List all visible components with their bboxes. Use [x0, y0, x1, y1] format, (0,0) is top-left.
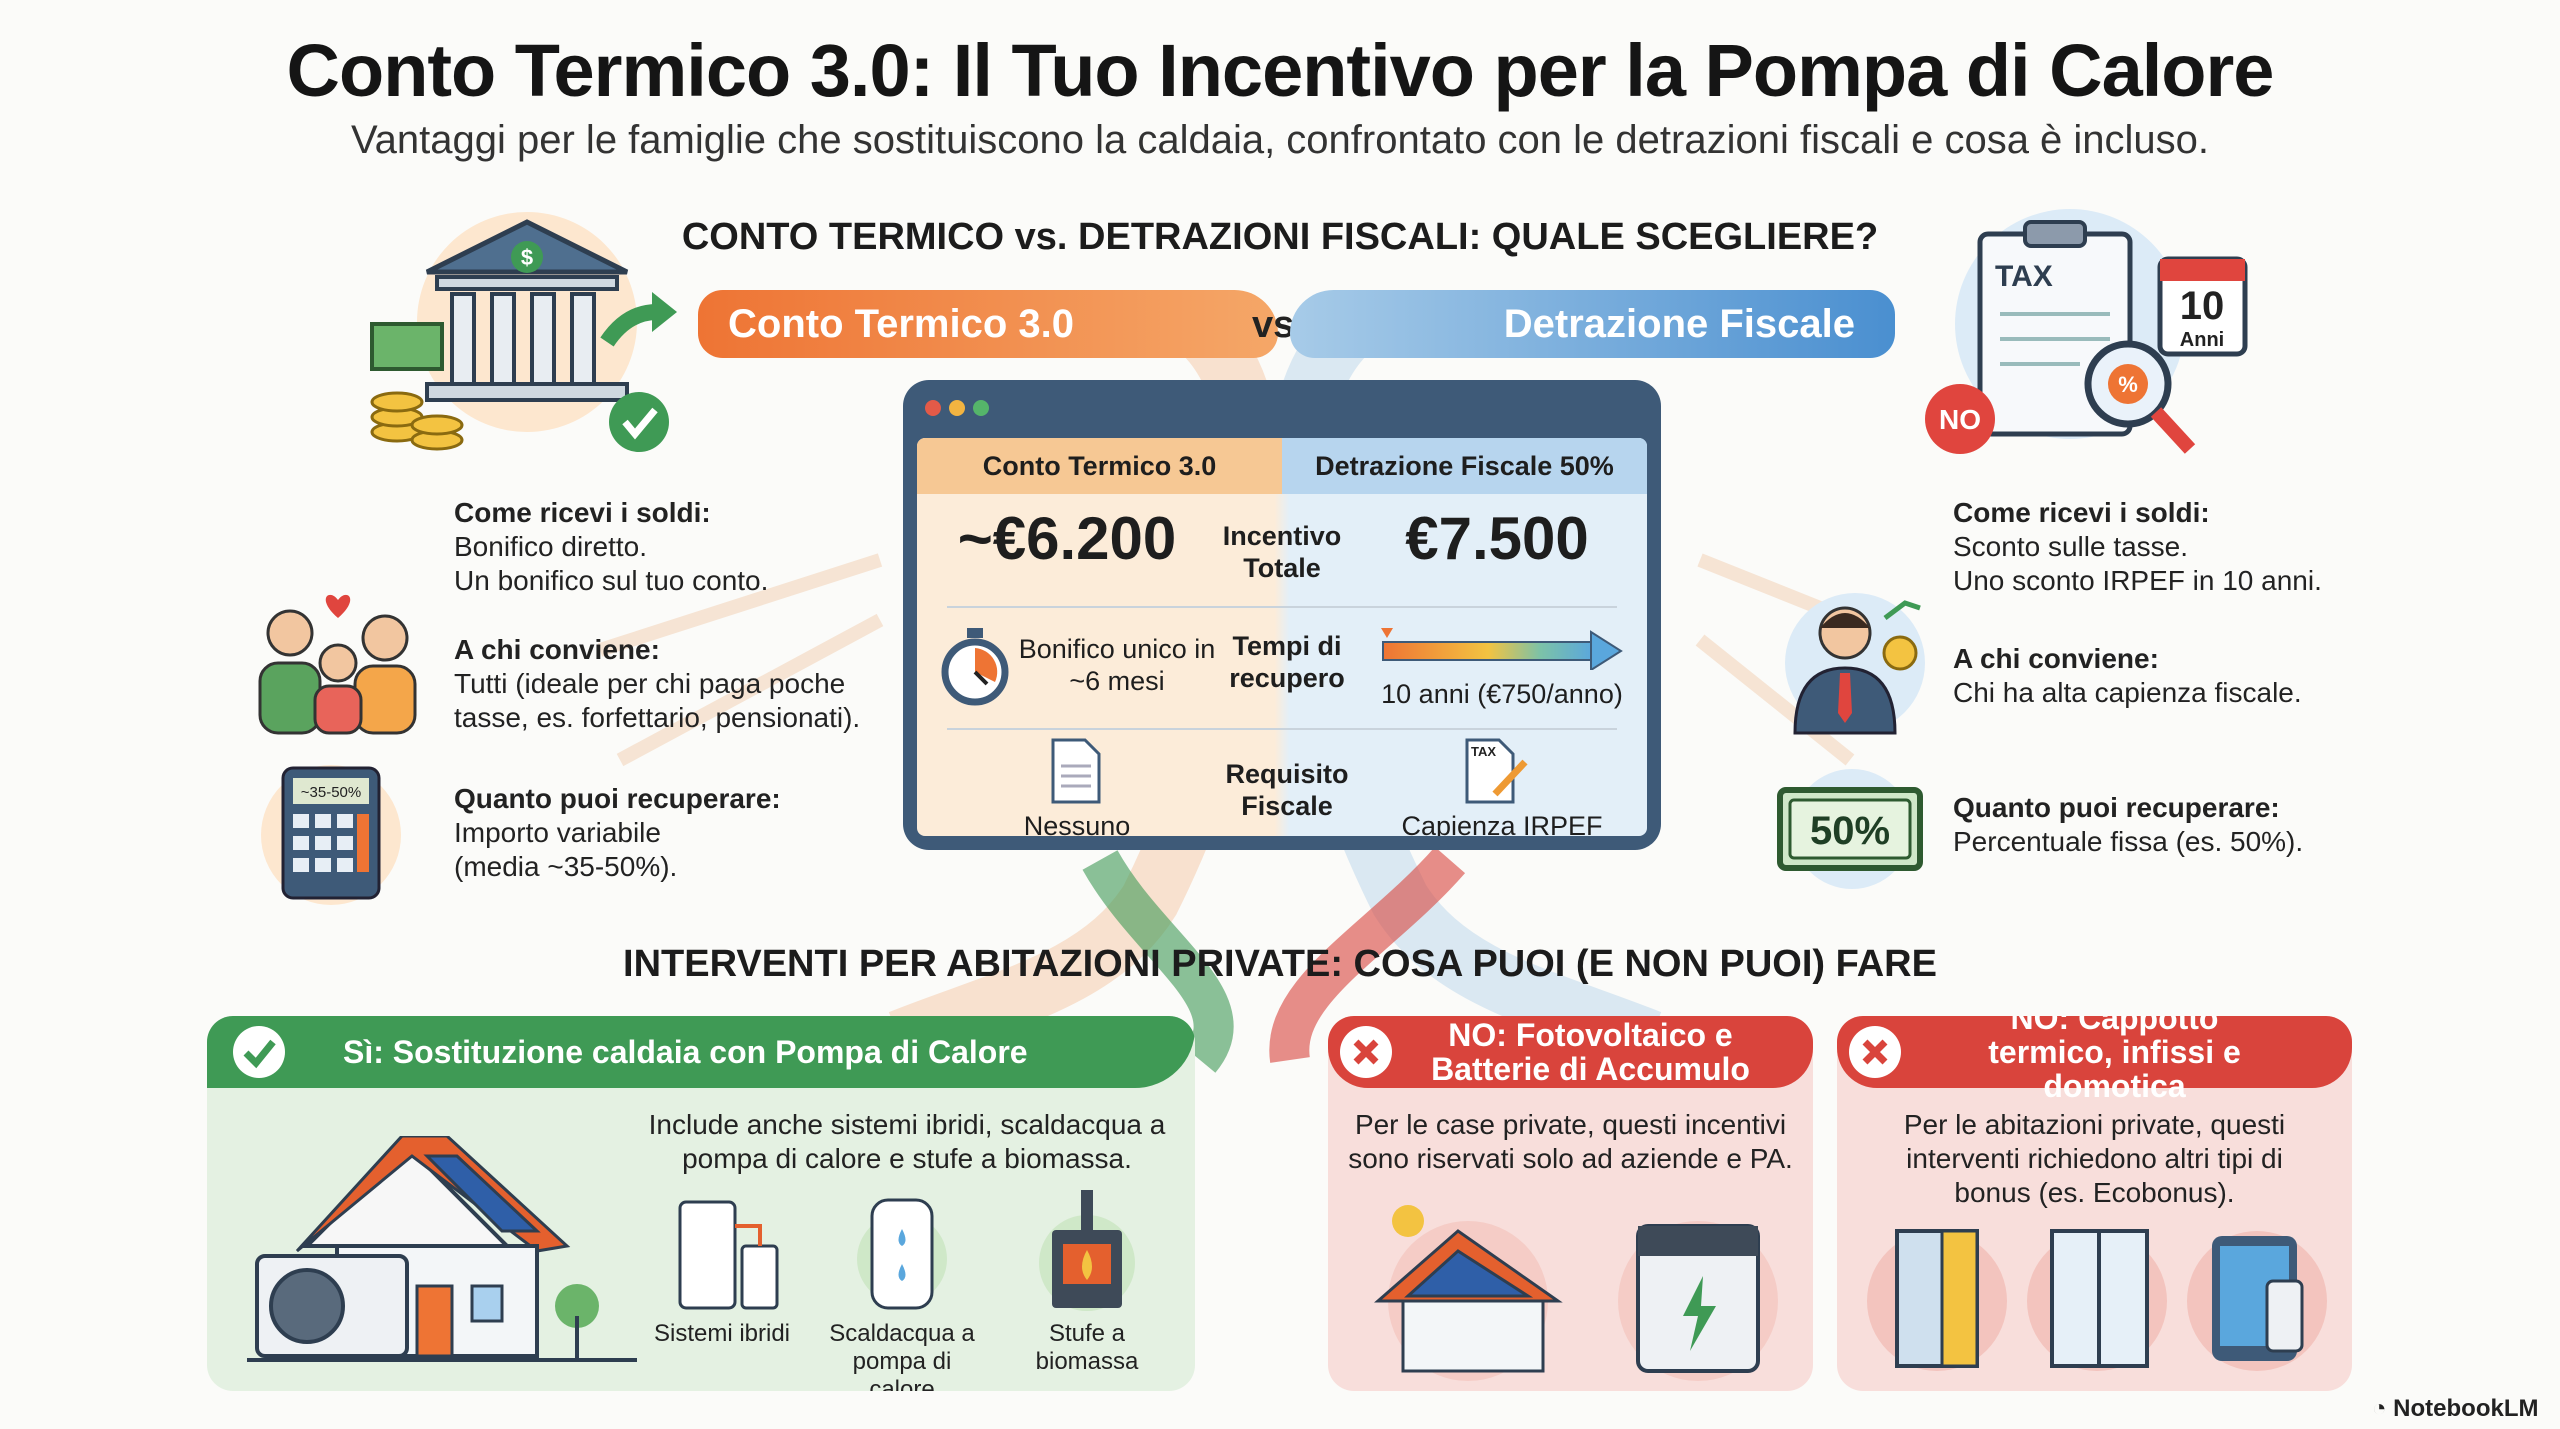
- incentive-right-value: €7.500: [1405, 505, 1589, 572]
- window-dot-green: [973, 400, 989, 416]
- interventions-heading: INTERVENTI PER ABITAZIONI PRIVATE: COSA …: [623, 943, 1937, 985]
- incentive-left-value: ~€6.200: [957, 505, 1177, 572]
- water-heater-icon: [857, 1198, 947, 1310]
- calculator-icon: ~35-50%: [261, 765, 401, 905]
- hybrid-system-icon: [678, 1200, 779, 1310]
- item-hybrid-label: Sistemi ibridi: [653, 1320, 791, 1347]
- timeline-arrow-icon: [1381, 628, 1623, 670]
- page-subtitle: Vantaggi per le famiglie che sostituisco…: [350, 118, 2210, 162]
- comparison-table: Conto Termico 3.0 Detrazione Fiscale 50%…: [917, 438, 1647, 836]
- row-divider: [947, 606, 1617, 608]
- right-info-who: A chi conviene: Chi ha alta capienza fisc…: [1953, 643, 2302, 708]
- tax-calendar-icon: TAX 10 Anni % NO: [1925, 209, 2248, 454]
- no-badge: NO: [1939, 404, 1981, 435]
- card-no1-title: NO: Fotovoltaico e Batterie di Accumulo: [1431, 1017, 1750, 1087]
- document-icon: [1051, 738, 1101, 804]
- recovery-left-value: Bonifico unico in ~6 mesi: [1018, 634, 1216, 696]
- window-dot-yellow: [949, 400, 965, 416]
- businessman-icon: [1785, 593, 1925, 735]
- svg-text:Anni: Anni: [2180, 329, 2224, 351]
- table-header-left: Conto Termico 3.0: [917, 438, 1282, 494]
- comparison-window: Conto Termico 3.0 Detrazione Fiscale 50%…: [903, 380, 1661, 850]
- right-info-amount: Quanto puoi recuperare: Percentuale fissa…: [1953, 792, 2304, 857]
- calculator-display: ~35-50%: [301, 784, 361, 801]
- percent-badge-icon: 50%: [1777, 769, 1923, 889]
- svg-text:50%: 50%: [1810, 809, 1890, 853]
- bank-icon: $: [370, 212, 677, 452]
- item-stove-label: Stufe a biomassa: [1035, 1320, 1139, 1375]
- page-title: Conto Termico 3.0: Il Tuo Incentivo per …: [286, 29, 2275, 112]
- svg-text:TAX: TAX: [1471, 744, 1496, 759]
- card-no-photovoltaic: NO: Fotovoltaico e Batterie di Accumulo …: [1328, 1016, 1813, 1391]
- ribbon-label: Detrazione Fiscale: [1503, 301, 1855, 346]
- row-label-recovery: Tempi di recupero: [1229, 631, 1345, 693]
- ribbon-conto-termico: Conto Termico 3.0: [698, 290, 1278, 358]
- comparison-heading: CONTO TERMICO vs. DETRAZIONI FISCALI: QU…: [681, 216, 1879, 258]
- svg-text:%: %: [2118, 372, 2138, 397]
- x-icon: [1340, 1026, 1392, 1078]
- row-divider: [947, 728, 1617, 730]
- card-yes-text: Include anche sistemi ibridi, scaldacqua…: [648, 1109, 1166, 1174]
- svg-text:10: 10: [2180, 284, 2225, 328]
- card-yes-title: Sì: Sostituzione caldaia con Pompa di Ca…: [343, 1034, 1028, 1070]
- house-heat-pump-icon: [247, 1136, 637, 1362]
- family-icon: [258, 594, 417, 735]
- biomass-stove-icon: [1039, 1190, 1135, 1311]
- right-info-payment: Come ricevi i soldi: Sconto sulle tasse. U…: [1953, 497, 2322, 596]
- ribbon-detrazione: Detrazione Fiscale: [1290, 290, 1895, 358]
- requirement-left-value: Nessuno: [1023, 811, 1131, 836]
- card-no-insulation: NO: Cappotto termico, infissi e domotica…: [1837, 1016, 2352, 1391]
- left-info-amount: Quanto puoi recuperare: Importo variabile…: [454, 783, 781, 882]
- card-no2-text: Per le abitazioni private, questi interv…: [1903, 1109, 2286, 1208]
- card-no2-title: NO: Cappotto termico, infissi e domotica: [1988, 1016, 2241, 1104]
- card-yes-heat-pump: Sì: Sostituzione caldaia con Pompa di Ca…: [207, 1016, 1195, 1391]
- item-water-heater-label: Scaldacqua a pompa di calore: [829, 1320, 975, 1391]
- tax-label: TAX: [1995, 260, 2053, 293]
- window-dot-red: [925, 400, 941, 416]
- recovery-right-value: 10 anni (€750/anno): [1381, 679, 1623, 709]
- ribbon-label: Conto Termico 3.0: [728, 301, 1074, 346]
- stopwatch-icon: [941, 628, 1009, 706]
- svg-text:$: $: [521, 245, 533, 270]
- left-info-who: A chi conviene: Tutti (ideale per chi pag…: [454, 634, 861, 733]
- table-header-right: Detrazione Fiscale 50%: [1282, 438, 1647, 494]
- card-no1-text: Per le case private, questi incentivi so…: [1348, 1109, 1793, 1174]
- requirement-right-value: Capienza IRPEF: [1401, 811, 1603, 836]
- insulation-windows-domotics-icon: [1867, 1229, 2327, 1371]
- row-label-incentive: Incentivo Totale: [1222, 521, 1342, 583]
- notebooklm-logo: ◔ NotebookLM: [2372, 1395, 2539, 1422]
- row-label-requirement: Requisito Fiscale: [1225, 759, 1349, 821]
- tax-document-icon: TAX: [1465, 738, 1528, 804]
- check-icon: [233, 1026, 285, 1078]
- left-info-payment: Come ricevi i soldi: Bonifico diretto. Un …: [454, 497, 769, 596]
- solar-battery-icon: [1374, 1205, 1778, 1381]
- x-icon: [1849, 1026, 1901, 1078]
